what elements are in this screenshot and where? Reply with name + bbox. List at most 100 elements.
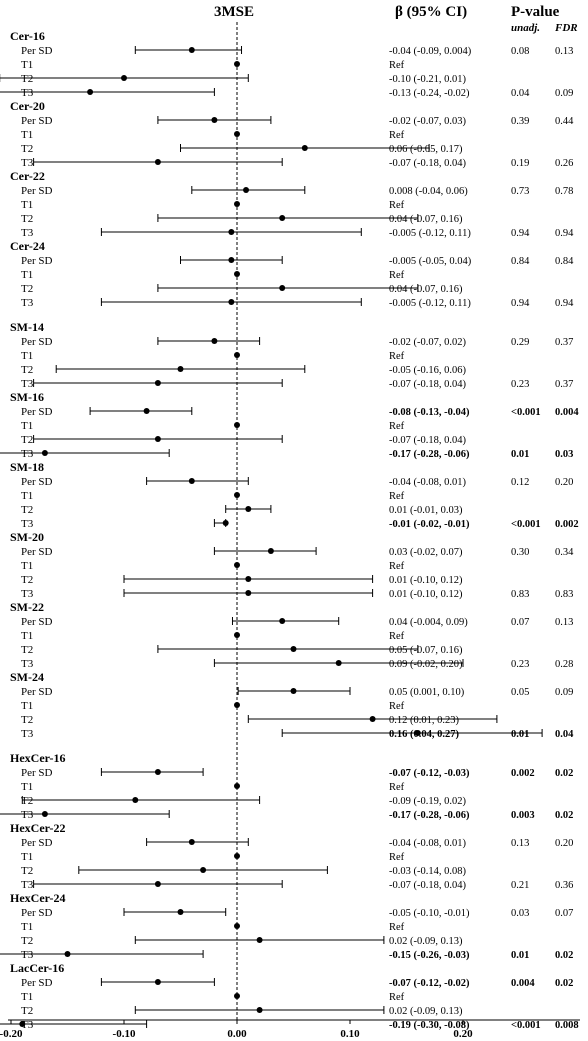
point-estimate bbox=[211, 117, 218, 123]
p-unadj-value: 0.19 bbox=[511, 158, 529, 169]
beta-ci-value: -0.07 (-0.12, -0.02) bbox=[389, 978, 470, 989]
p-unadj-value: <0.001 bbox=[511, 519, 541, 530]
row-label: Per SD bbox=[21, 977, 53, 989]
p-fdr-value: 0.78 bbox=[555, 186, 573, 197]
p-fdr-value: 0.37 bbox=[555, 379, 573, 390]
point-estimate bbox=[301, 145, 308, 151]
p-unadj-value: 0.23 bbox=[511, 659, 529, 670]
beta-ci-value: -0.17 (-0.28, -0.06) bbox=[389, 810, 470, 821]
beta-ci-value: Ref bbox=[389, 561, 405, 572]
p-fdr-value: 0.09 bbox=[555, 687, 573, 698]
row-label: T3 bbox=[21, 227, 34, 239]
point-estimate bbox=[154, 159, 161, 165]
row-label: T1 bbox=[21, 700, 33, 712]
p-fdr-value: 0.28 bbox=[555, 659, 573, 670]
p-fdr-value: 0.26 bbox=[555, 158, 573, 169]
beta-ci-value: -0.03 (-0.14, 0.08) bbox=[389, 866, 466, 877]
row-label: T1 bbox=[21, 129, 33, 141]
beta-ci-value: Ref bbox=[389, 270, 405, 281]
row-label: T3 bbox=[21, 949, 34, 961]
p-unadj-value: 0.94 bbox=[511, 298, 530, 309]
beta-ci-value: 0.16 (0.04, 0.27) bbox=[389, 729, 459, 740]
row-label: Per SD bbox=[21, 767, 53, 779]
point-estimate bbox=[222, 520, 229, 526]
row-label: T2 bbox=[21, 73, 33, 85]
point-estimate bbox=[234, 993, 240, 999]
point-estimate bbox=[200, 867, 207, 873]
beta-ci-value: 0.04 (-0.07, 0.16) bbox=[389, 284, 463, 295]
group-label: HexCer-24 bbox=[10, 891, 66, 905]
p-unadj-value: 0.39 bbox=[511, 116, 529, 127]
p-fdr-value: 0.02 bbox=[555, 768, 573, 779]
row-label: T3 bbox=[21, 378, 34, 390]
unadj-header: unadj. bbox=[511, 22, 541, 34]
row-label: T1 bbox=[21, 991, 33, 1003]
row-label: T1 bbox=[21, 781, 33, 793]
group-label: HexCer-16 bbox=[10, 751, 66, 765]
beta-ci-value: -0.09 (-0.19, 0.02) bbox=[389, 796, 466, 807]
beta-ci-value: -0.07 (-0.18, 0.04) bbox=[389, 379, 466, 390]
beta-ci-value: 0.05 (0.001, 0.10) bbox=[389, 687, 465, 698]
beta-ci-value: Ref bbox=[389, 60, 405, 71]
row-label: T1 bbox=[21, 921, 33, 933]
group-label: SM-22 bbox=[10, 600, 44, 614]
x-tick-label: 0.10 bbox=[340, 1028, 360, 1040]
beta-ci-value: Ref bbox=[389, 992, 405, 1003]
row-label: T3 bbox=[21, 297, 34, 309]
row-label: T3 bbox=[21, 658, 34, 670]
beta-ci-value: -0.07 (-0.18, 0.04) bbox=[389, 435, 466, 446]
chart-title: 3MSE bbox=[214, 4, 255, 20]
beta-ci-value: 0.02 (-0.09, 0.13) bbox=[389, 1006, 463, 1017]
p-unadj-value: 0.004 bbox=[511, 978, 535, 989]
beta-ci-value: 0.02 (-0.09, 0.13) bbox=[389, 936, 463, 947]
row-label: T1 bbox=[21, 199, 33, 211]
row-label: T2 bbox=[21, 1005, 33, 1017]
beta-ci-value: Ref bbox=[389, 922, 405, 933]
point-estimate bbox=[177, 909, 184, 915]
row-label: Per SD bbox=[21, 255, 53, 267]
p-fdr-value: 0.004 bbox=[555, 407, 579, 418]
group-label: Cer-16 bbox=[10, 29, 45, 43]
group-label: SM-18 bbox=[10, 460, 44, 474]
p-fdr-value: 0.02 bbox=[555, 978, 573, 989]
point-estimate bbox=[290, 688, 297, 694]
row-label: T3 bbox=[21, 87, 34, 99]
row-label: T2 bbox=[21, 795, 33, 807]
point-estimate bbox=[188, 478, 195, 484]
beta-ci-value: -0.07 (-0.18, 0.04) bbox=[389, 880, 466, 891]
point-estimate bbox=[245, 590, 252, 596]
beta-ci-value: 0.06 (-0.05, 0.17) bbox=[389, 144, 463, 155]
point-estimate bbox=[335, 660, 342, 666]
beta-ci-value: 0.04 (-0.004, 0.09) bbox=[389, 617, 468, 628]
row-label: T3 bbox=[21, 448, 34, 460]
point-estimate bbox=[245, 576, 252, 582]
p-unadj-value: 0.003 bbox=[511, 810, 535, 821]
row-label: T1 bbox=[21, 269, 33, 281]
p-unadj-value: 0.002 bbox=[511, 768, 535, 779]
group-label: Cer-22 bbox=[10, 169, 45, 183]
p-fdr-value: 0.09 bbox=[555, 88, 573, 99]
p-fdr-value: 0.04 bbox=[555, 729, 574, 740]
row-label: Per SD bbox=[21, 336, 53, 348]
p-unadj-value: 0.21 bbox=[511, 880, 529, 891]
beta-ci-value: 0.01 (-0.01, 0.03) bbox=[389, 505, 463, 516]
row-label: Per SD bbox=[21, 45, 53, 57]
p-fdr-value: 0.84 bbox=[555, 256, 574, 267]
row-label: T2 bbox=[21, 714, 33, 726]
beta-ci-value: Ref bbox=[389, 491, 405, 502]
beta-ci-value: 0.04 (-0.07, 0.16) bbox=[389, 214, 463, 225]
point-estimate bbox=[64, 951, 71, 957]
row-label: T2 bbox=[21, 504, 33, 516]
row-label: T1 bbox=[21, 560, 33, 572]
point-estimate bbox=[234, 853, 240, 859]
p-unadj-value: 0.07 bbox=[511, 617, 529, 628]
beta-ci-value: 0.12 (0.01, 0.23) bbox=[389, 715, 459, 726]
beta-ci-value: 0.01 (-0.10, 0.12) bbox=[389, 575, 463, 586]
group-label: Cer-24 bbox=[10, 239, 45, 253]
row-label: Per SD bbox=[21, 185, 53, 197]
beta-ci-value: Ref bbox=[389, 421, 405, 432]
p-unadj-value: 0.73 bbox=[511, 186, 529, 197]
point-estimate bbox=[234, 783, 240, 789]
group-label: SM-14 bbox=[10, 320, 44, 334]
beta-ci-value: -0.04 (-0.08, 0.01) bbox=[389, 838, 466, 849]
